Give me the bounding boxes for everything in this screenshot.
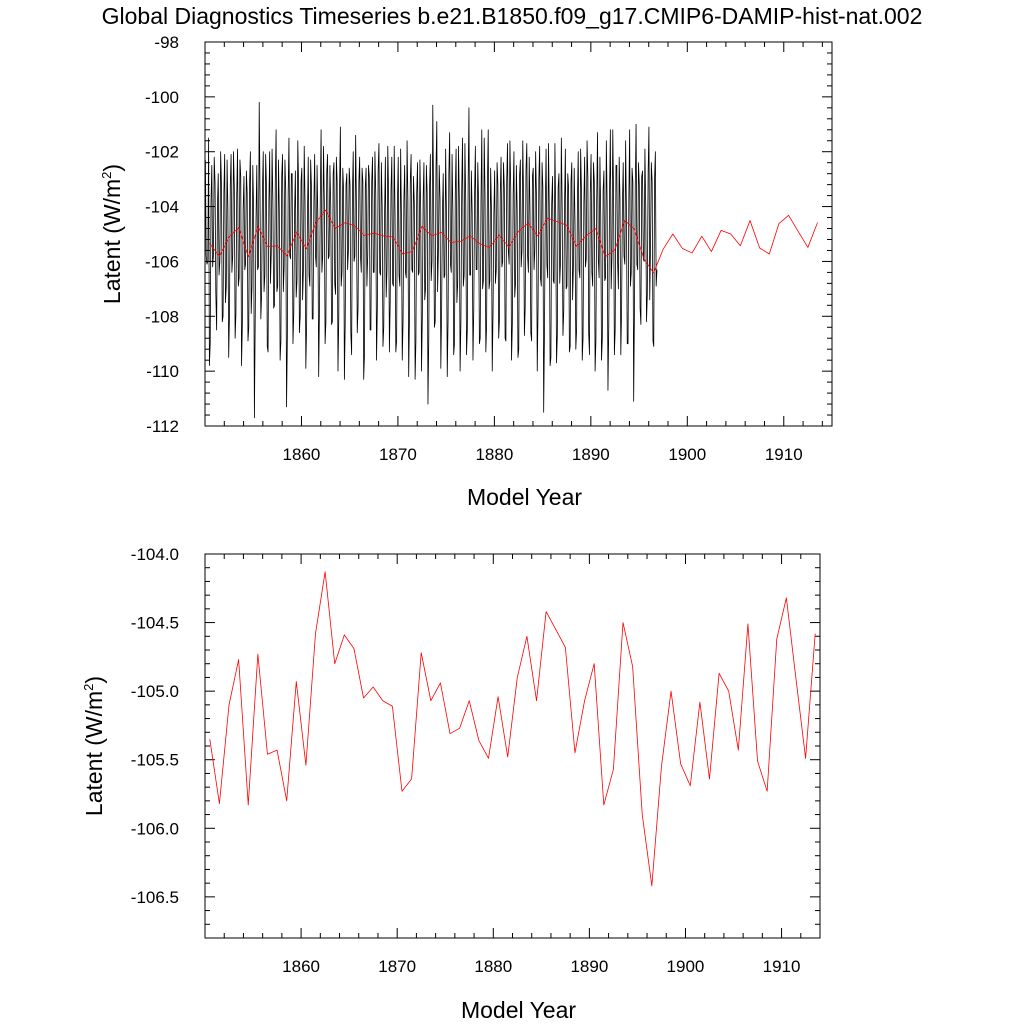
panel1-y-tick-label: -104 <box>145 198 179 217</box>
panel2-x-tick-label: 1910 <box>763 957 801 976</box>
panel1-x-tick-label: 1900 <box>668 445 706 464</box>
panel2-y-tick-label: -105.0 <box>131 682 179 701</box>
panel1-y-tick-label: -110 <box>146 362 179 381</box>
panel1-y-tick-label: -108 <box>145 307 179 326</box>
panel1-x-tick-label: 1890 <box>572 445 610 464</box>
panel2-x-tick-label: 1900 <box>667 957 705 976</box>
panel2-y-tick-label: -104.5 <box>131 614 179 633</box>
panel2-plot-frame <box>204 553 821 939</box>
panel1-y-tick-label: -106 <box>145 252 179 271</box>
panel1-x-tick-label: 1870 <box>379 445 417 464</box>
panel2-x-axis-label: Model Year <box>461 997 576 1023</box>
panel1-y-tick-label: -112 <box>146 417 179 436</box>
panel2-x-tick-label: 1870 <box>378 957 416 976</box>
panel1-x-axis-label: Model Year <box>467 484 582 510</box>
panel1-plot-frame <box>204 41 833 427</box>
panel2-x-tick-label: 1860 <box>282 957 320 976</box>
panel1-y-tick-label: -102 <box>145 143 179 162</box>
panel2-series-1-line <box>209 571 816 887</box>
panel1-x-tick-label: 1860 <box>283 445 321 464</box>
panel1-y-tick-label: -98 <box>154 33 179 52</box>
panel2-y-tick-label: -106.5 <box>131 888 179 907</box>
panel1-x-tick-label: 1880 <box>475 445 513 464</box>
panel2-y-tick-label: -105.5 <box>131 751 179 770</box>
panel1-series-1-line <box>204 101 658 419</box>
chart-title: Global Diagnostics Timeseries b.e21.B185… <box>101 3 923 29</box>
panel1-x-tick-label: 1910 <box>765 445 803 464</box>
panel1-y-tick-label: -100 <box>145 88 179 107</box>
panel2-x-tick-label: 1880 <box>474 957 512 976</box>
panel2-x-tick-label: 1890 <box>570 957 608 976</box>
panel2-y-tick-label: -104.0 <box>131 545 179 564</box>
panel2-y-tick-label: -106.0 <box>131 819 179 838</box>
panel1-y-axis-label: Latent (W/m2) <box>99 164 125 304</box>
panel1-series-2-line <box>209 209 818 274</box>
panel2-y-axis-label: Latent (W/m2) <box>81 676 107 816</box>
